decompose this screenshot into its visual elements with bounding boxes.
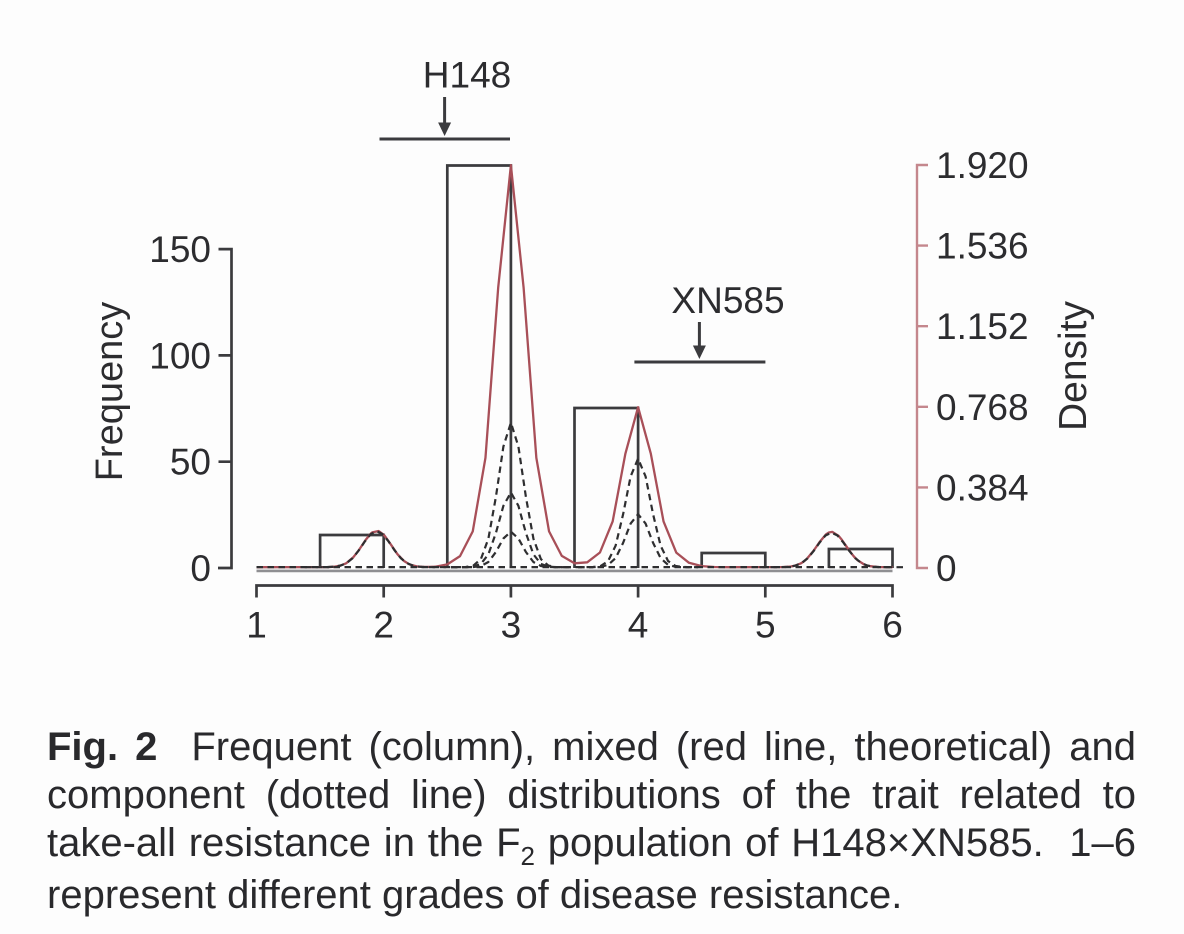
svg-text:6: 6 <box>882 605 903 646</box>
svg-text:1: 1 <box>246 605 267 646</box>
svg-text:150: 150 <box>149 229 211 270</box>
svg-text:0.768: 0.768 <box>936 387 1029 428</box>
svg-text:Density: Density <box>1052 300 1095 431</box>
svg-text:0.384: 0.384 <box>936 467 1029 508</box>
svg-text:XN585: XN585 <box>671 280 784 321</box>
svg-text:4: 4 <box>628 605 649 646</box>
svg-text:5: 5 <box>755 605 776 646</box>
svg-text:3: 3 <box>501 605 522 646</box>
svg-text:H148: H148 <box>423 55 511 96</box>
svg-text:1.536: 1.536 <box>936 226 1029 267</box>
svg-text:1.152: 1.152 <box>936 306 1029 347</box>
svg-text:0: 0 <box>190 548 211 589</box>
svg-text:50: 50 <box>170 442 211 483</box>
svg-text:2: 2 <box>373 605 394 646</box>
svg-text:Frequency: Frequency <box>89 302 131 482</box>
svg-text:0: 0 <box>936 548 957 589</box>
svg-text:100: 100 <box>149 335 211 376</box>
svg-text:1.920: 1.920 <box>936 145 1029 186</box>
